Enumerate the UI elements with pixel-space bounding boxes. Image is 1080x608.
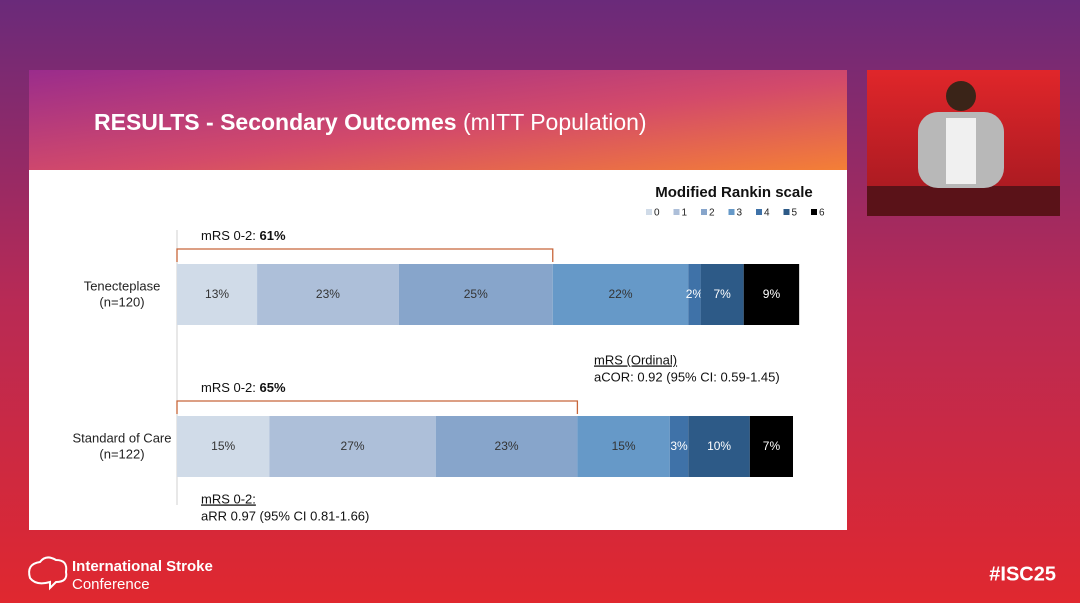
legend-label: 1	[682, 208, 688, 219]
bar-segment	[700, 264, 744, 325]
bar-segment	[688, 264, 701, 325]
bar-segment	[743, 264, 800, 325]
bracket-value: 65%	[260, 380, 286, 395]
legend-swatch	[783, 209, 790, 215]
bar-segment	[269, 416, 436, 477]
org-logo	[28, 556, 68, 591]
legend-label: 3	[737, 208, 743, 219]
value-label: 25%	[464, 287, 488, 301]
legend-swatch	[756, 209, 762, 215]
bar-segment	[177, 264, 258, 325]
note-text: aCOR: 0.92 (95% CI: 0.59-1.45)	[594, 369, 780, 384]
value-label: 23%	[316, 287, 340, 301]
slide-header	[29, 70, 847, 170]
category-label: Standard of Care	[72, 430, 171, 445]
legend-label: 6	[819, 208, 825, 219]
bracket-text: mRS 0-2:	[201, 380, 256, 395]
category-sublabel: (n=120)	[99, 294, 144, 309]
legend-label: 0	[654, 208, 660, 219]
legend-swatch	[728, 209, 735, 215]
category-label: Tenecteplase	[84, 278, 161, 293]
org-name: Conference	[72, 576, 150, 593]
legend-label: 4	[764, 208, 770, 219]
value-label: 2%	[686, 287, 704, 301]
bracket-label: mRS 0-2: 61%	[201, 228, 286, 243]
legend-label: 2	[709, 208, 715, 219]
category-sublabel: (n=122)	[99, 446, 144, 461]
legend-title: Modified Rankin scale	[655, 184, 813, 201]
bracket	[176, 400, 579, 414]
bar-segment	[669, 416, 689, 477]
bar-segment	[749, 416, 793, 477]
value-label: 3%	[670, 439, 688, 453]
bar-segment	[257, 264, 399, 325]
value-label: 9%	[763, 287, 781, 301]
bar-segment	[177, 416, 270, 477]
hashtag: #ISC25	[989, 563, 1056, 585]
value-label: 27%	[341, 439, 365, 453]
legend-swatch	[811, 209, 817, 215]
legend-swatch	[646, 209, 652, 215]
bar-segment	[688, 416, 750, 477]
bar-segment	[552, 264, 689, 325]
value-label: 10%	[707, 439, 731, 453]
value-label: 13%	[205, 287, 229, 301]
legend-swatch	[701, 209, 707, 215]
bracket-text: mRS 0-2:	[201, 228, 256, 243]
value-label: 22%	[609, 287, 633, 301]
note-text: aRR 0.97 (95% CI 0.81-1.66)	[201, 508, 369, 523]
value-label: 23%	[495, 439, 519, 453]
value-label: 7%	[763, 439, 781, 453]
bracket-value: 61%	[260, 228, 286, 243]
bracket-label: mRS 0-2: 65%	[201, 380, 286, 395]
note-heading: mRS 0-2:	[201, 491, 256, 506]
org-name: International Stroke	[72, 558, 213, 575]
bracket	[176, 248, 554, 262]
speaker-video	[867, 70, 1060, 216]
bar-segment	[398, 264, 553, 325]
value-label: 7%	[713, 287, 731, 301]
value-label: 15%	[612, 439, 636, 453]
bar-segment	[435, 416, 578, 477]
note-heading: mRS (Ordinal)	[594, 352, 677, 367]
legend-swatch	[673, 209, 680, 215]
slide-title: RESULTS - Secondary Outcomes (mITT Popul…	[94, 109, 647, 135]
legend-label: 5	[792, 208, 798, 219]
bar-segment	[577, 416, 670, 477]
value-label: 15%	[211, 439, 235, 453]
